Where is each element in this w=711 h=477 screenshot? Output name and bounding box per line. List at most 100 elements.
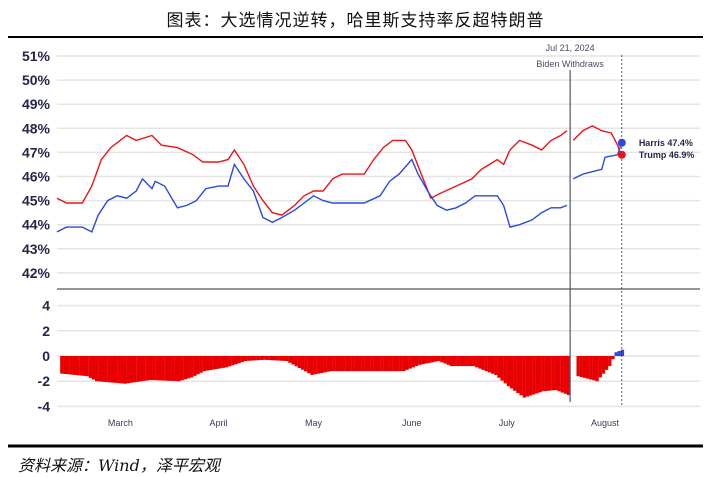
margin-bar	[465, 356, 469, 367]
margin-bar	[471, 356, 476, 367]
margin-bar	[509, 356, 514, 389]
y-tick-label: 2	[42, 323, 50, 339]
margin-bar	[516, 356, 520, 394]
margin-bar	[310, 356, 314, 375]
margin-bar	[421, 356, 425, 365]
margin-bar	[240, 356, 245, 363]
margin-bar	[595, 356, 599, 382]
margin-bar	[402, 356, 406, 372]
margin-bar	[307, 356, 311, 374]
margin-bar	[446, 356, 450, 365]
margin-bar	[484, 356, 488, 372]
margin-bar	[88, 356, 92, 378]
margin-bar	[259, 356, 264, 360]
margin-bar	[148, 356, 153, 380]
margin-bar	[114, 356, 118, 383]
margin-bar	[294, 356, 298, 367]
margin-bar	[497, 356, 501, 378]
margin-bar	[104, 356, 108, 383]
margin-bar	[145, 356, 149, 381]
margin-bar	[462, 356, 466, 367]
margin-bar	[342, 356, 346, 372]
margin-bar	[164, 356, 168, 381]
y-tick-label: 45%	[22, 193, 51, 209]
margin-bar	[395, 356, 400, 372]
margin-bar	[123, 356, 127, 384]
margin-bar	[525, 356, 530, 397]
margin-bar	[256, 356, 260, 361]
margin-bar	[174, 356, 178, 382]
margin-bar	[133, 356, 137, 383]
margin-bar	[364, 356, 368, 372]
margin-bar	[443, 356, 447, 364]
margin-bar	[218, 356, 222, 369]
margin-bar	[367, 356, 371, 372]
margin-bar	[167, 356, 172, 381]
margin-bar	[319, 356, 324, 374]
margin-bar	[247, 356, 251, 361]
y-tick-label: 48%	[22, 120, 51, 136]
margin-bar	[383, 356, 387, 372]
margin-bar	[611, 356, 615, 360]
y-tick-label: 0	[42, 348, 50, 364]
margin-bar	[354, 356, 359, 372]
margin-bar	[332, 356, 336, 372]
margin-bar	[266, 356, 270, 360]
margin-bar	[202, 356, 207, 372]
margin-bar	[107, 356, 111, 383]
margin-bar	[427, 356, 431, 363]
margin-bar	[592, 356, 596, 381]
margin-bar	[345, 356, 349, 372]
margin-bar	[275, 356, 279, 361]
source-note: 资料来源：Wind，泽平宏观	[18, 456, 220, 475]
margin-bar	[547, 356, 552, 391]
margin-bar	[183, 356, 187, 380]
margin-bar	[300, 356, 305, 370]
margin-bar	[506, 356, 511, 387]
margin-bar	[405, 356, 409, 370]
margin-bar	[158, 356, 162, 381]
margin-bar	[60, 356, 64, 374]
margin-bar	[285, 356, 289, 362]
margin-bar	[614, 352, 618, 356]
y-tick-label: -4	[38, 398, 51, 414]
margin-bar	[551, 356, 555, 391]
margin-bar	[541, 356, 545, 392]
margin-bar	[190, 356, 194, 378]
margin-bar	[281, 356, 286, 361]
margin-bar	[155, 356, 159, 381]
margin-bar	[601, 356, 606, 374]
margin-bar	[528, 356, 533, 396]
margin-bar	[452, 356, 457, 367]
margin-bar	[557, 356, 561, 392]
margin-bar	[392, 356, 397, 372]
margin-bar	[291, 356, 295, 365]
margin-bar	[449, 356, 454, 367]
margin-bar	[589, 356, 593, 380]
margin-bar	[475, 356, 479, 368]
y-tick-label: 4	[42, 298, 50, 314]
event-label: Biden Withdraws	[536, 59, 604, 69]
margin-bar	[389, 356, 393, 372]
margin-bar	[437, 356, 441, 362]
harris-line	[56, 144, 622, 233]
margin-bar	[430, 356, 435, 363]
margin-bar	[563, 356, 568, 394]
y-tick-label: -2	[38, 373, 51, 389]
margin-bar	[424, 356, 428, 364]
margin-bar	[513, 356, 517, 391]
margin-bar	[180, 356, 184, 381]
margin-bar	[554, 356, 558, 391]
margin-bar	[95, 356, 99, 382]
margin-bar	[186, 356, 191, 379]
margin-bar	[129, 356, 134, 383]
margin-bar	[576, 356, 580, 377]
margin-bar	[503, 356, 507, 384]
margin-bar	[560, 356, 564, 393]
margin-bar	[414, 356, 419, 367]
margin-bar	[304, 356, 308, 372]
margin-bar	[269, 356, 273, 361]
margin-bar	[82, 356, 86, 376]
margin-bar	[323, 356, 327, 373]
margin-bar	[69, 356, 73, 375]
